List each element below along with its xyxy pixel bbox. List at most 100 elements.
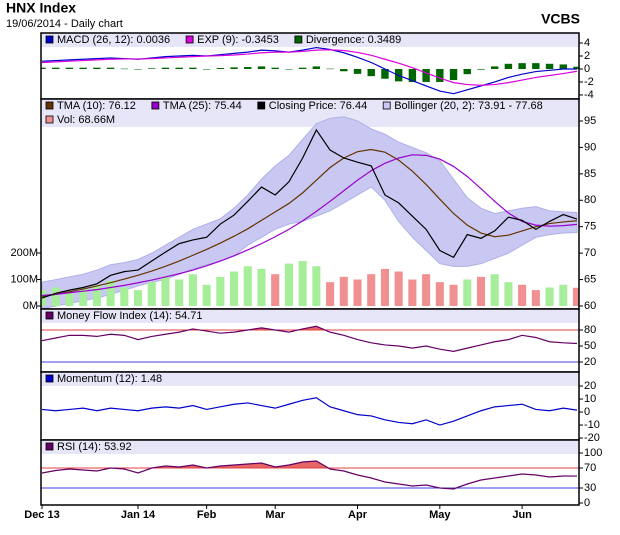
volume-bar [408, 279, 417, 307]
y-tick-label: 20 [584, 356, 596, 368]
legend-swatch [257, 101, 266, 110]
legend-label: TMA (25): 75.44 [163, 100, 242, 112]
legend-swatch [45, 442, 54, 451]
x-tick-label: Jun [512, 509, 532, 521]
volume-bar [559, 284, 568, 307]
legend-label: Money Flow Index (14): 54.71 [57, 310, 203, 322]
divergence-bar [41, 67, 46, 69]
y-tick-label: 10 [584, 393, 596, 405]
y-tick-label: 4 [584, 37, 590, 49]
volume-bar [490, 274, 499, 307]
y-tick-label: 0 [584, 63, 590, 75]
legend-swatch [45, 374, 54, 383]
divergence-bar [436, 68, 444, 82]
legend-strip [41, 99, 579, 127]
divergence-bar [504, 63, 513, 69]
volume-bar [51, 287, 60, 307]
divergence-bar [518, 63, 526, 69]
divergence-bar [367, 68, 375, 77]
y-tick-label: 30 [584, 482, 596, 494]
divergence-bar [298, 67, 307, 69]
legend-label: Momentum (12): 1.48 [57, 373, 162, 385]
chart-subtitle: 19/06/2014 - Daily chart [6, 18, 123, 30]
threshold-fill [42, 461, 577, 468]
y-tick-label: 100 [584, 447, 602, 459]
plot [41, 325, 579, 363]
legend-swatch [185, 35, 194, 44]
volume-bar [65, 291, 74, 307]
legend-label: MACD (26, 12): 0.0036 [57, 34, 170, 46]
divergence-bar [106, 67, 115, 69]
volume-bar [230, 271, 239, 307]
divergence-bar [353, 68, 362, 74]
y-tick-label: 90 [584, 141, 596, 153]
volume-bar [120, 287, 129, 307]
divergence-bar [422, 68, 430, 82]
volume-bar [216, 276, 225, 307]
plot [41, 116, 579, 309]
y-tick-label: -4 [584, 89, 594, 101]
chart-title: HNX Index [6, 0, 76, 16]
legend-strip [41, 440, 579, 454]
y-tick-label: 60 [584, 300, 596, 312]
x-tick-label: Dec 13 [24, 509, 59, 521]
y-tick-label: 95 [584, 115, 596, 127]
divergence-bar [463, 68, 471, 75]
divergence-bar [175, 67, 183, 69]
volume-bar [518, 284, 527, 307]
volume-bar [175, 279, 184, 307]
x-tick-label: May [429, 509, 451, 521]
divergence-bar [244, 67, 252, 69]
y-tick-label: -20 [584, 432, 600, 444]
divergence-bar [52, 67, 60, 69]
legend-strip [41, 309, 579, 323]
volume-bar [531, 290, 540, 307]
divergence-bar [202, 68, 211, 70]
legend-swatch [45, 101, 54, 110]
legend-swatch [382, 101, 391, 110]
volume-bar [257, 268, 266, 307]
divergence-bar [189, 67, 197, 69]
plot [41, 397, 578, 426]
divergence-bar [545, 63, 554, 69]
y-tick-label: 80 [584, 324, 596, 336]
volume-bar [476, 276, 486, 307]
series-line [41, 460, 578, 490]
volume-bar [353, 279, 362, 307]
bollinger-band [41, 116, 578, 309]
x-tick-label: Apr [348, 509, 368, 521]
volume-bar [133, 290, 143, 307]
x-tick-label: Mar [265, 509, 285, 521]
volume-bar [380, 268, 389, 307]
series-line [41, 397, 578, 426]
legend-swatch [45, 35, 54, 44]
legend-swatch [45, 115, 54, 124]
volume-bar [449, 284, 458, 307]
volume-bar [504, 282, 513, 307]
panel-border [40, 439, 580, 506]
volume-bar [394, 271, 403, 307]
volume-bar [298, 260, 307, 307]
volume-bar [106, 280, 115, 307]
y-tick-label: 50 [584, 340, 596, 352]
volume-bar [161, 276, 170, 307]
y-tick-label: 20 [584, 380, 596, 392]
legend-swatch [294, 35, 303, 44]
legend-label: TMA (10): 76.12 [57, 100, 136, 112]
divergence-bar [326, 68, 334, 70]
plot [41, 460, 579, 490]
divergence-bar [134, 68, 142, 70]
y-tick-label: 70 [584, 462, 596, 474]
volume-bar [367, 274, 376, 307]
divergence-bar [285, 68, 293, 70]
y2-tick-label: 0M [23, 300, 38, 312]
divergence-bar [148, 68, 156, 69]
x-tick-label: Feb [197, 509, 217, 521]
volume-bar [271, 274, 280, 307]
volume-bar [463, 279, 472, 307]
volume-bar [92, 284, 101, 307]
y-tick-label: 2 [584, 50, 590, 62]
y-tick-label: 0 [584, 497, 590, 509]
y-tick-label: -10 [584, 419, 600, 431]
